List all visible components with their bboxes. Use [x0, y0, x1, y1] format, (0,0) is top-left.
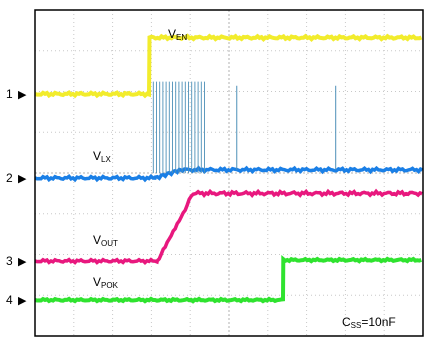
label-vlx: VLX [93, 149, 111, 164]
annotation-css: CSS=10nF [342, 315, 396, 330]
label-ven: VEN [168, 27, 187, 42]
trace-vout [34, 188, 423, 266]
trace-vlx [34, 165, 424, 183]
channel-marker-3: 3 ▶ [6, 254, 27, 268]
label-vpok: VPOK [93, 275, 119, 290]
channel-number-4: 4 [6, 293, 13, 307]
channel-marker-2: 2 ▶ [6, 171, 27, 185]
label-vout: VOUT [93, 233, 118, 248]
plot-frame [34, 9, 424, 337]
channel-arrow-4-icon: ▶ [18, 295, 27, 307]
graticule [35, 10, 423, 336]
channel-marker-4: 4 ▶ [6, 293, 27, 307]
channel-number-1: 1 [6, 87, 13, 101]
trace-ven [34, 33, 423, 99]
channel-number-2: 2 [6, 171, 13, 185]
channel-arrow-3-icon: ▶ [18, 256, 27, 268]
trace-vpok [34, 255, 422, 304]
channel-arrow-1-icon: ▶ [18, 89, 27, 101]
trace-vlx-switching-burst [152, 81, 205, 174]
traces [34, 33, 424, 304]
channel-arrow-2-icon: ▶ [18, 173, 27, 185]
channel-number-3: 3 [6, 254, 13, 268]
channel-marker-1: 1 ▶ [6, 87, 27, 101]
